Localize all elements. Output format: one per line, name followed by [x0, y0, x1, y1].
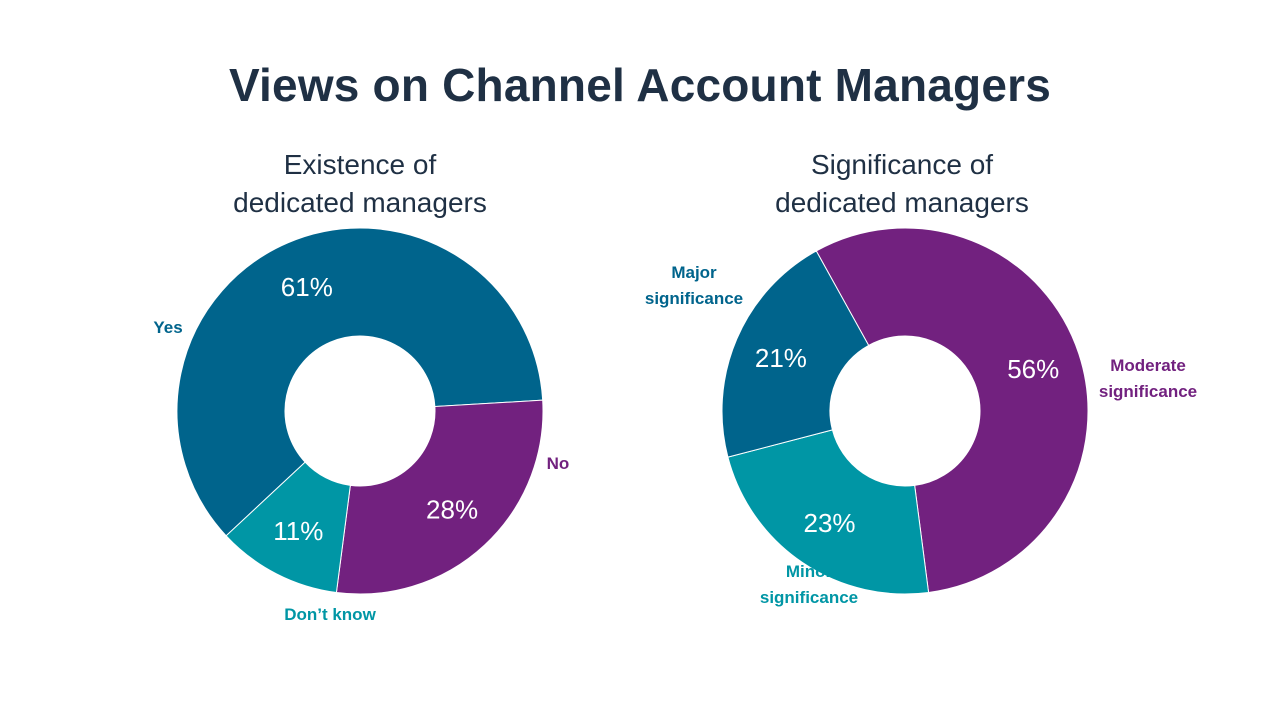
slice-category-label: Moderate significance	[1099, 356, 1197, 401]
slice-value-label: 61%	[281, 272, 333, 302]
slice-category-label-line: Minor	[786, 562, 833, 581]
donut-slice	[815, 227, 1089, 594]
slice-category-label: Major significance	[645, 263, 743, 308]
donut-slice	[721, 250, 870, 458]
slice-category-label-line: No	[547, 454, 570, 473]
chart-title-existence: Existence of dedicated managers	[160, 146, 560, 222]
slice-category-label-line: Yes	[153, 318, 182, 337]
slice-category-label-line: Major	[671, 263, 717, 282]
chart-title-line: dedicated managers	[233, 187, 487, 218]
slice-value-label: 21%	[755, 343, 807, 373]
slice-category-label: Minor significance	[760, 562, 858, 607]
donut-slice	[225, 461, 351, 594]
slice-value-label: 11%	[273, 516, 323, 546]
slice-category-label-line: significance	[760, 588, 858, 607]
slice-category-label: No	[547, 454, 570, 473]
slice-value-label: 56%	[1007, 354, 1059, 384]
slice-value-label: 28%	[426, 495, 478, 525]
page-title: Views on Channel Account Managers	[229, 59, 1051, 111]
donut-slice	[335, 399, 544, 595]
slice-category-label-line: Don’t know	[284, 605, 376, 624]
slice-value-label: 23%	[803, 508, 855, 538]
chart-title-line: dedicated managers	[775, 187, 1029, 218]
slice-category-label-line: significance	[1099, 382, 1197, 401]
chart-title-line: Significance of	[810, 149, 994, 180]
chart-title-line: Existence of	[283, 149, 437, 180]
slice-category-label: Don’t know	[284, 605, 376, 624]
donut-slice	[727, 429, 930, 595]
slice-category-label-line: significance	[645, 289, 743, 308]
donut-slice	[176, 227, 544, 537]
slice-category-label: Yes	[153, 318, 182, 337]
chart-title-significance: Significance of dedicated managers	[702, 146, 1102, 222]
slice-category-label-line: Moderate	[1110, 356, 1186, 375]
